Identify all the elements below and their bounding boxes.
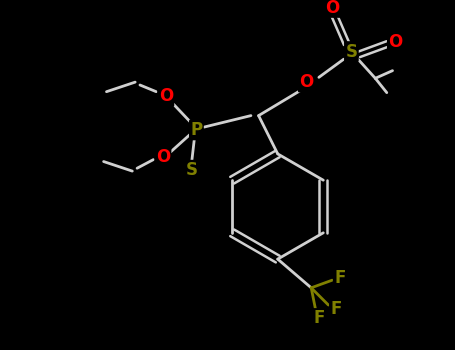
Text: O: O [299, 73, 313, 91]
Text: O: O [159, 88, 173, 105]
Text: S: S [345, 42, 357, 61]
Text: O: O [325, 0, 339, 16]
Text: F: F [313, 309, 324, 328]
Text: P: P [190, 121, 202, 139]
Text: F: F [334, 269, 346, 287]
Text: F: F [330, 300, 342, 318]
Text: O: O [388, 33, 403, 51]
Text: O: O [156, 148, 170, 166]
Text: S: S [186, 161, 197, 179]
